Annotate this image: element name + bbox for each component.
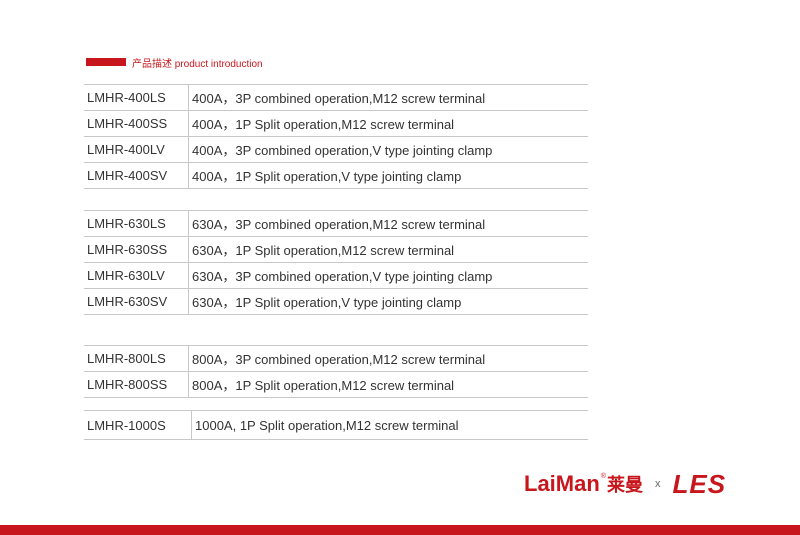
description-cell: 800A，3P combined operation,M12 screw ter… — [188, 346, 588, 371]
table-row: LMHR-630SS 630A，1P Split operation,M12 s… — [84, 237, 588, 263]
product-table-400: LMHR-400LS 400A，3P combined operation,M1… — [84, 84, 588, 189]
model-cell: LMHR-630LS — [87, 216, 166, 231]
description-cell: 800A，1P Split operation,M12 screw termin… — [188, 372, 588, 397]
model-cell: LMHR-800LS — [87, 351, 166, 366]
footer-bar — [0, 525, 800, 535]
model-cell: LMHR-800SS — [87, 377, 168, 392]
description-cell: 400A，3P combined operation,V type jointi… — [188, 137, 588, 162]
table-row: LMHR-630LS 630A，3P combined operation,M1… — [84, 211, 588, 237]
model-cell: LMHR-630SS — [87, 242, 168, 257]
registered-mark: ® — [600, 472, 606, 480]
section-header-bar — [86, 58, 126, 66]
description-cell: 400A，1P Split operation,M12 screw termin… — [188, 111, 588, 136]
brand-name-cn: 莱曼 — [606, 475, 643, 495]
description-cell: 630A，1P Split operation,M12 screw termin… — [188, 237, 588, 262]
table-row: LMHR-630LV 630A，3P combined operation,V … — [84, 263, 588, 289]
table-row: LMHR-800SS 800A，1P Split operation,M12 s… — [84, 372, 588, 398]
partner-logo: LES — [672, 468, 727, 499]
section-header: 产品描述 product introduction — [86, 55, 263, 70]
description-cell: 400A，1P Split operation,V type jointing … — [188, 163, 588, 188]
table-row: LMHR-400SV 400A，1P Split operation,V typ… — [84, 163, 588, 189]
model-cell: LMHR-400SS — [87, 116, 168, 131]
description-cell: 400A，3P combined operation,M12 screw ter… — [188, 85, 588, 110]
model-cell: LMHR-400LV — [87, 142, 165, 157]
table-row: LMHR-800LS 800A，3P combined operation,M1… — [84, 346, 588, 372]
brand-logo: LaiMan ® 莱曼 x LES — [524, 468, 726, 500]
table-row: LMHR-400LV 400A，3P combined operation,V … — [84, 137, 588, 163]
product-table-1000: LMHR-1000S 1000A, 1P Split operation,M12… — [84, 410, 588, 440]
model-cell: LMHR-400LS — [87, 90, 166, 105]
description-cell: 630A，1P Split operation,V type jointing … — [188, 289, 588, 314]
description-cell: 630A，3P combined operation,M12 screw ter… — [188, 211, 588, 236]
table-row: LMHR-400LS 400A，3P combined operation,M1… — [84, 85, 588, 111]
model-cell: LMHR-1000S — [87, 417, 166, 433]
model-cell: LMHR-630LV — [87, 268, 165, 283]
model-cell: LMHR-400SV — [87, 168, 168, 183]
section-title: 产品描述 product introduction — [132, 58, 263, 70]
table-row: LMHR-1000S 1000A, 1P Split operation,M12… — [84, 411, 588, 440]
table-row: LMHR-400SS 400A，1P Split operation,M12 s… — [84, 111, 588, 137]
brand-separator: x — [654, 478, 661, 490]
brand-name: LaiMan — [524, 471, 600, 496]
model-cell: LMHR-630SV — [87, 294, 168, 309]
description-cell: 630A，3P combined operation,V type jointi… — [188, 263, 588, 288]
product-table-630: LMHR-630LS 630A，3P combined operation,M1… — [84, 210, 588, 315]
table-row: LMHR-630SV 630A，1P Split operation,V typ… — [84, 289, 588, 315]
description-cell: 1000A, 1P Split operation,M12 screw term… — [191, 411, 588, 439]
product-table-800: LMHR-800LS 800A，3P combined operation,M1… — [84, 345, 588, 398]
